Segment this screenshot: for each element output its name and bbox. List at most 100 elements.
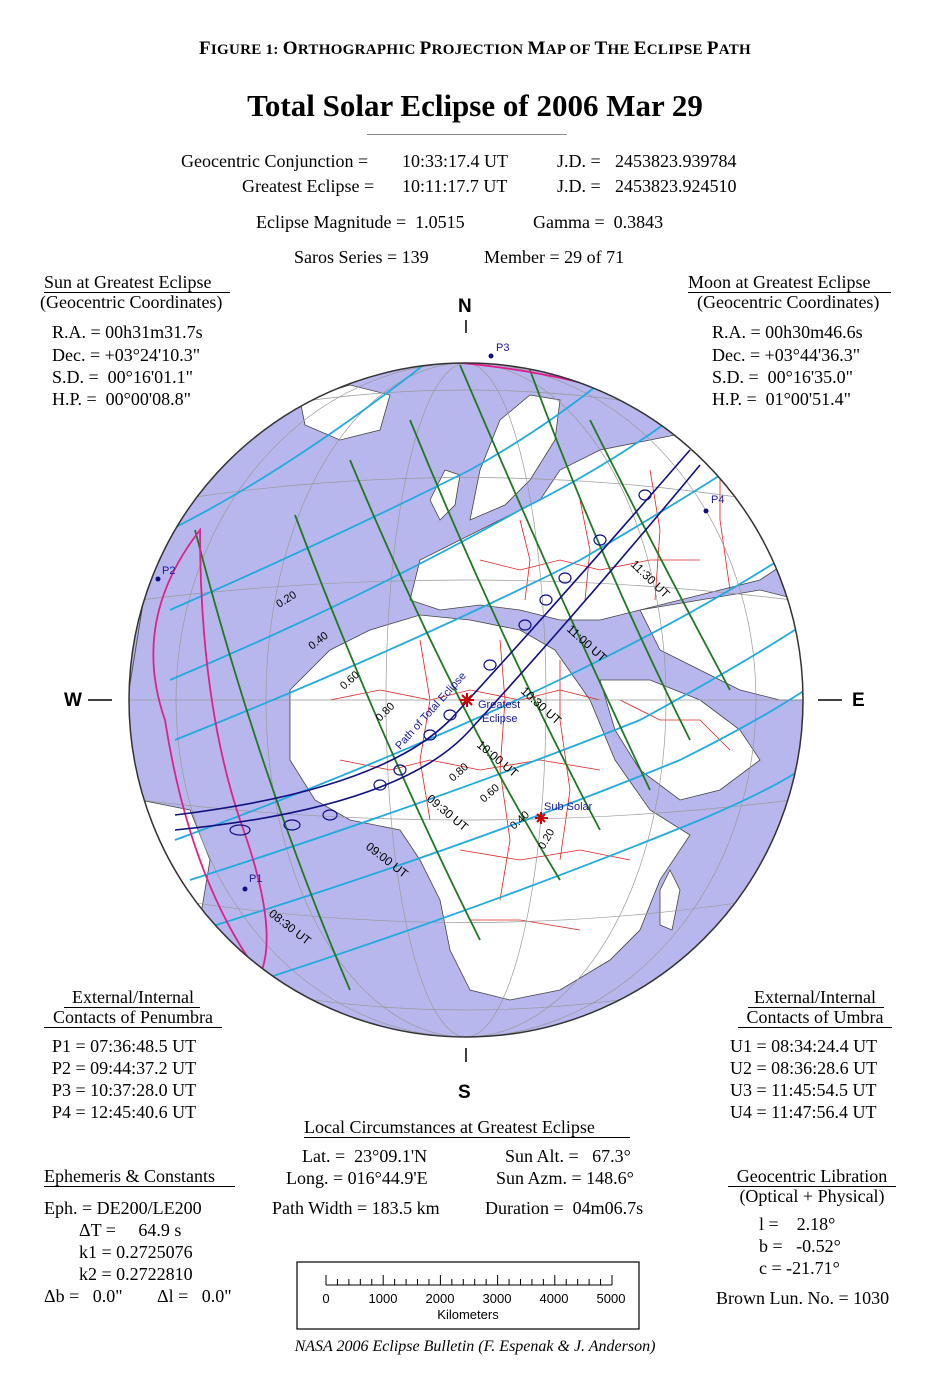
moon-title: Moon at Greatest Eclipse [688,272,871,292]
conjunction-jd-label: J.D. = [557,151,601,171]
moon-ra: R.A. = 00h30m46.6s [712,322,863,342]
penumbra-title-1: External/Internal [72,987,194,1007]
umbra-title-1: External/Internal [754,987,876,1007]
umbra-u4: U4 = 11:47:56.4 UT [730,1102,877,1122]
scale-tick-label: 5000 [597,1291,626,1306]
moon-subtitle: (Geocentric Coordinates) [697,292,880,312]
sun-dec: Dec. = +03°24'10.3" [52,345,201,365]
footer-credit: NASA 2006 Eclipse Bulletin (F. Espenak &… [294,1338,656,1355]
p2-label: P2 [162,565,175,577]
p2-marker [155,576,161,582]
libration-title-underline [728,1186,896,1187]
sun-hp: H.P. = 00°00'08.8" [52,389,191,409]
scale-tick-label: 3000 [483,1291,512,1306]
globe-outline [128,362,804,1038]
conjunction-jd: 2453823.939784 [615,151,737,171]
penumbra-title-underline-2 [44,1027,222,1028]
compass-south: S [458,1082,471,1103]
ephemeris-delta-t: ΔT = 64.9 s [79,1220,182,1240]
local-title: Local Circumstances at Greatest Eclipse [304,1117,595,1137]
penumbra-p2: P2 = 09:44:37.2 UT [52,1058,197,1078]
conjunction-label: Geocentric Conjunction = [181,151,369,171]
local-sun-alt: Sun Alt. = 67.3° [505,1146,631,1166]
sun-title-underline [44,292,230,293]
p4-marker [703,508,709,514]
scale-tick-label: 4000 [540,1291,569,1306]
penumbra-p3: P3 = 10:37:28.0 UT [52,1080,197,1100]
saros-series: Saros Series = 139 [294,247,429,267]
sub-solar-marker [535,812,548,824]
local-path-width: Path Width = 183.5 km [272,1198,440,1218]
compass-ticks [88,320,842,1062]
ephemeris-eph: Eph. = DE200/LE200 [44,1198,202,1218]
greatest-eclipse-label-2: Eclipse [482,713,517,725]
umbra-u2: U2 = 08:36:28.6 UT [730,1058,878,1078]
sun-ra: R.A. = 00h31m31.7s [52,322,203,342]
ephemeris-title-underline [44,1186,235,1187]
moon-sd: S.D. = 00°16'35.0" [712,367,853,387]
scale-unit-label: Kilometers [437,1307,499,1322]
libration-l: l = 2.18° [759,1214,836,1234]
ephemeris-title: Ephemeris & Constants [44,1166,215,1186]
p1-marker [242,886,248,892]
sun-sd: S.D. = 00°16'01.1" [52,367,193,387]
compass-west: W [64,690,82,711]
p1-label: P1 [249,873,262,885]
scale-bar: 0 1000 2000 3000 4000 5000 Kilometers [296,1261,640,1330]
compass-east: E [852,690,865,711]
figure-title: FIGURE 1: ORTHOGRAPHIC PROJECTION MAP OF… [198,38,752,59]
greatest-eclipse-jd-label: J.D. = [557,176,601,196]
time-lines [194,364,731,991]
eclipse-path-map: P1 P2 P3 P4 Greatest Eclipse Sub Solar P… [88,320,842,1062]
page-title: Total Solar Eclipse of 2006 Mar 29 [247,88,703,123]
conjunction-time: 10:33:17.4 UT [402,151,508,171]
umbra-title-underline [748,1007,884,1008]
libration-subtitle: (Optical + Physical) [739,1186,885,1206]
umbra-u1: U1 = 08:34:24.4 UT [730,1036,878,1056]
penumbra-title-underline [64,1007,200,1008]
libration-title: Geocentric Libration [736,1166,888,1186]
umbra-title-2: Contacts of Umbra [746,1007,884,1027]
greatest-eclipse-marker [460,693,474,707]
local-lat: Lat. = 23°09.1'N [302,1146,428,1166]
sub-solar-label: Sub Solar [544,801,593,813]
scale-tick-label: 2000 [426,1291,455,1306]
compass-north: N [458,296,472,317]
saros-member: Member = 29 of 71 [484,247,625,267]
p4-label: P4 [711,494,724,506]
local-title-underline [304,1137,630,1138]
gamma: Gamma = 0.3843 [533,212,664,232]
libration-b: b = -0.52° [759,1236,841,1256]
title-divider [367,134,567,135]
umbra-title-underline-2 [738,1027,892,1028]
moon-title-underline [688,292,891,293]
scale-tick-label: 0 [322,1291,329,1306]
umbral-path-ovals [229,489,652,836]
scale-tick-label: 1000 [369,1291,398,1306]
penumbra-p4: P4 = 12:45:40.6 UT [52,1102,197,1122]
penumbra-title-2: Contacts of Penumbra [53,1007,213,1027]
greatest-eclipse-time: 10:11:17.7 UT [402,176,508,196]
local-sun-azm: Sun Azm. = 148.6° [496,1168,634,1188]
ephemeris-delta-l: Δl = 0.0" [157,1286,232,1306]
ephemeris-delta-b: Δb = 0.0" [44,1286,123,1306]
p3-label: P3 [496,342,509,354]
ephemeris-k2: k2 = 0.2722810 [79,1264,193,1284]
local-long: Long. = 016°44.9'E [286,1168,428,1188]
greatest-eclipse-label: Greatest Eclipse = [242,176,375,196]
sun-subtitle: (Geocentric Coordinates) [40,292,223,312]
penumbra-p1: P1 = 07:36:48.5 UT [52,1036,197,1056]
brown-lunation-number: Brown Lun. No. = 1030 [716,1288,890,1308]
local-duration: Duration = 04m06.7s [485,1198,644,1218]
contact-points [155,353,709,892]
sun-title: Sun at Greatest Eclipse [44,272,212,292]
ephemeris-k1: k1 = 0.2725076 [79,1242,193,1262]
moon-hp: H.P. = 01°00'51.4" [712,389,851,409]
moon-dec: Dec. = +03°44'36.3" [712,345,861,365]
eclipse-magnitude: Eclipse Magnitude = 1.0515 [256,212,465,232]
libration-c: c = -21.71° [759,1258,840,1278]
greatest-eclipse-label-1: Greatest [478,699,520,711]
greatest-eclipse-jd: 2453823.924510 [615,176,737,196]
p3-marker [488,353,494,359]
umbra-u3: U3 = 11:45:54.5 UT [730,1080,877,1100]
